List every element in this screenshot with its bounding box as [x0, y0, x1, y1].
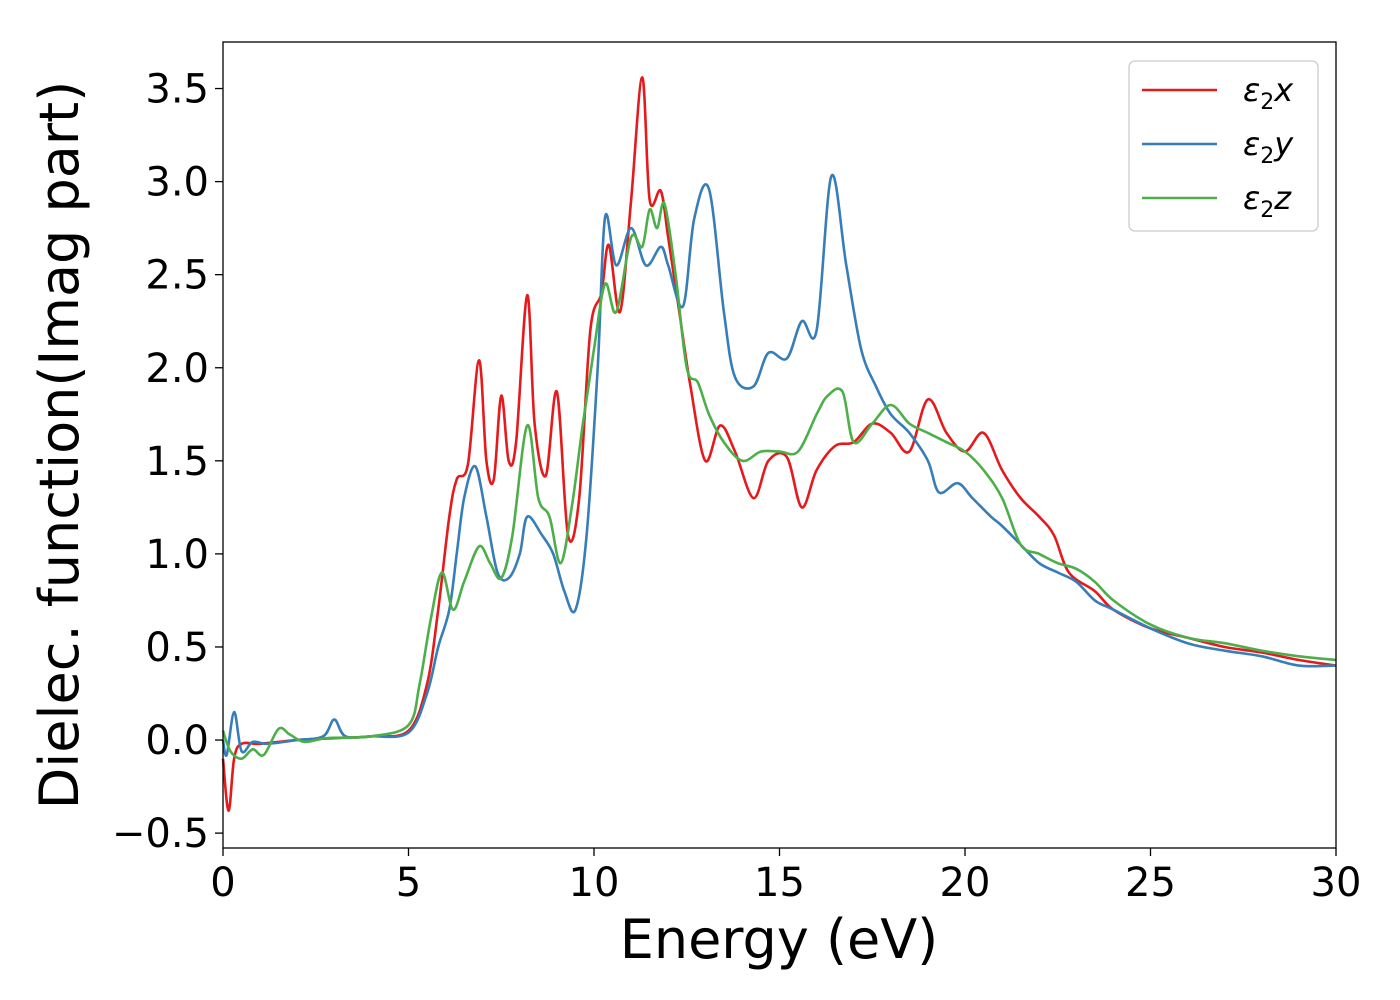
x-axis: 0 5 10 15 20 25 30 [210, 848, 1361, 906]
x-tick-label: 20 [940, 860, 991, 906]
y-tick-label: 3.5 [145, 67, 209, 113]
legend-box [1128, 60, 1319, 232]
y-tick-label: 0.5 [145, 625, 209, 671]
y-axis-title: Dielec. function(Imag part) [28, 81, 91, 810]
legend-label-y: ε2y [1243, 125, 1294, 169]
y-tick-label: −0.5 [112, 811, 209, 857]
y-tick-label: 1.0 [145, 532, 209, 578]
y-tick-label: 0.0 [145, 718, 209, 764]
y-tick-label: 2.0 [145, 346, 209, 392]
legend-label-x: ε2x [1243, 71, 1294, 115]
x-tick-label: 15 [754, 860, 805, 906]
series-line-x [221, 76, 1337, 813]
y-tick-label: 3.0 [145, 160, 209, 206]
x-tick-label: 25 [1125, 860, 1176, 906]
y-tick-label: 1.5 [145, 439, 209, 485]
series-line-z [221, 201, 1337, 761]
x-tick-label: 10 [569, 860, 620, 906]
x-tick-label: 0 [210, 860, 235, 906]
legend-label-z: ε2z [1243, 179, 1292, 223]
y-axis: −0.5 0.0 0.5 1.0 1.5 2.0 2.5 3.0 3.5 [112, 67, 223, 857]
legend: ε2x ε2y ε2z [1128, 60, 1319, 232]
x-tick-label: 5 [396, 860, 421, 906]
series-line-y [221, 173, 1337, 758]
x-tick-label: 30 [1311, 860, 1362, 906]
x-axis-title: Energy (eV) [620, 908, 939, 971]
series-layer [221, 76, 1337, 813]
y-tick-label: 2.5 [145, 253, 209, 299]
